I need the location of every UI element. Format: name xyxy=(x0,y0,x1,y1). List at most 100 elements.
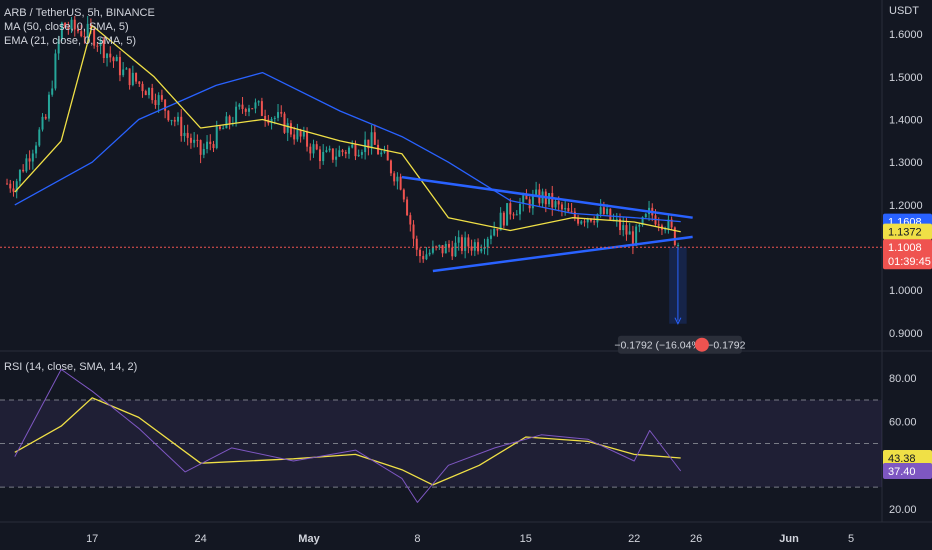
candle[interactable] xyxy=(273,117,276,119)
candle[interactable] xyxy=(360,152,363,155)
candle[interactable] xyxy=(509,203,512,215)
candle[interactable] xyxy=(612,219,615,221)
candle[interactable] xyxy=(102,39,105,59)
candle[interactable] xyxy=(270,118,273,124)
candle[interactable] xyxy=(9,183,12,189)
candle[interactable] xyxy=(422,256,425,260)
candle[interactable] xyxy=(125,68,128,70)
candle[interactable] xyxy=(215,126,218,149)
candle[interactable] xyxy=(15,181,18,192)
candle[interactable] xyxy=(606,208,609,214)
candle[interactable] xyxy=(386,150,389,161)
candle[interactable] xyxy=(402,189,405,200)
candle[interactable] xyxy=(570,211,573,213)
candle[interactable] xyxy=(289,123,292,135)
candle[interactable] xyxy=(283,113,286,133)
candle[interactable] xyxy=(277,112,280,118)
candle[interactable] xyxy=(367,139,370,149)
candle[interactable] xyxy=(115,56,118,62)
candle[interactable] xyxy=(193,139,196,143)
candle[interactable] xyxy=(38,129,41,146)
candle[interactable] xyxy=(441,245,444,254)
candle[interactable] xyxy=(186,132,189,138)
candle[interactable] xyxy=(302,131,305,137)
candle[interactable] xyxy=(502,212,505,226)
candle[interactable] xyxy=(167,110,170,121)
candle[interactable] xyxy=(328,148,331,151)
candle[interactable] xyxy=(480,249,483,252)
candle[interactable] xyxy=(41,116,44,130)
candle[interactable] xyxy=(183,132,186,137)
candle[interactable] xyxy=(86,23,89,37)
candle[interactable] xyxy=(44,116,47,119)
candle[interactable] xyxy=(318,149,321,162)
candle[interactable] xyxy=(315,144,318,150)
candle[interactable] xyxy=(241,104,244,110)
candle[interactable] xyxy=(77,29,80,32)
triangle-upper-trendline[interactable] xyxy=(401,175,693,219)
candle[interactable] xyxy=(31,153,34,162)
candle[interactable] xyxy=(470,246,473,251)
candle[interactable] xyxy=(573,211,576,218)
candle[interactable] xyxy=(380,152,383,155)
candle[interactable] xyxy=(583,221,586,223)
candle[interactable] xyxy=(580,221,583,224)
candle[interactable] xyxy=(251,108,254,110)
candle[interactable] xyxy=(47,94,50,119)
candle[interactable] xyxy=(6,183,9,185)
candle[interactable] xyxy=(218,126,221,129)
legend-symbol[interactable]: ARB / TetherUS, 5h, BINANCE xyxy=(4,7,155,19)
candle[interactable] xyxy=(489,235,492,239)
candle[interactable] xyxy=(325,150,328,152)
candle[interactable] xyxy=(625,225,628,235)
candles[interactable] xyxy=(6,15,680,263)
candle[interactable] xyxy=(106,53,109,59)
candle[interactable] xyxy=(73,19,76,30)
candle[interactable] xyxy=(147,87,150,96)
candle[interactable] xyxy=(609,208,612,220)
candle[interactable] xyxy=(199,140,202,155)
candle[interactable] xyxy=(499,212,502,231)
candle[interactable] xyxy=(399,176,402,190)
candle[interactable] xyxy=(418,249,421,257)
candle[interactable] xyxy=(131,72,134,86)
candle[interactable] xyxy=(157,95,160,106)
candle[interactable] xyxy=(89,23,92,30)
candle[interactable] xyxy=(644,214,647,218)
candle[interactable] xyxy=(483,247,486,250)
candle[interactable] xyxy=(464,237,467,251)
candle[interactable] xyxy=(396,176,399,182)
candle[interactable] xyxy=(54,53,57,89)
candle[interactable] xyxy=(451,247,454,257)
candle[interactable] xyxy=(235,106,238,124)
candle[interactable] xyxy=(412,224,415,239)
candle[interactable] xyxy=(135,72,138,82)
candle[interactable] xyxy=(141,83,144,92)
candle[interactable] xyxy=(531,194,534,209)
candle[interactable] xyxy=(196,139,199,141)
candle[interactable] xyxy=(383,150,386,153)
candle[interactable] xyxy=(460,237,463,251)
candle[interactable] xyxy=(180,116,183,137)
candle[interactable] xyxy=(331,148,334,160)
candle[interactable] xyxy=(664,229,667,231)
candle[interactable] xyxy=(12,188,15,192)
candle[interactable] xyxy=(35,145,38,154)
candle[interactable] xyxy=(293,134,296,140)
candle[interactable] xyxy=(560,204,563,210)
candle[interactable] xyxy=(557,201,560,205)
candle[interactable] xyxy=(351,144,354,148)
candle[interactable] xyxy=(670,219,673,228)
candle[interactable] xyxy=(154,100,157,106)
candle[interactable] xyxy=(596,214,599,223)
candle[interactable] xyxy=(357,154,360,157)
candle[interactable] xyxy=(247,108,250,112)
candle[interactable] xyxy=(128,68,131,86)
candle[interactable] xyxy=(393,173,396,182)
candle[interactable] xyxy=(635,226,638,246)
candle[interactable] xyxy=(280,112,283,114)
candle[interactable] xyxy=(70,19,73,30)
candle[interactable] xyxy=(96,45,99,47)
candle[interactable] xyxy=(409,215,412,225)
